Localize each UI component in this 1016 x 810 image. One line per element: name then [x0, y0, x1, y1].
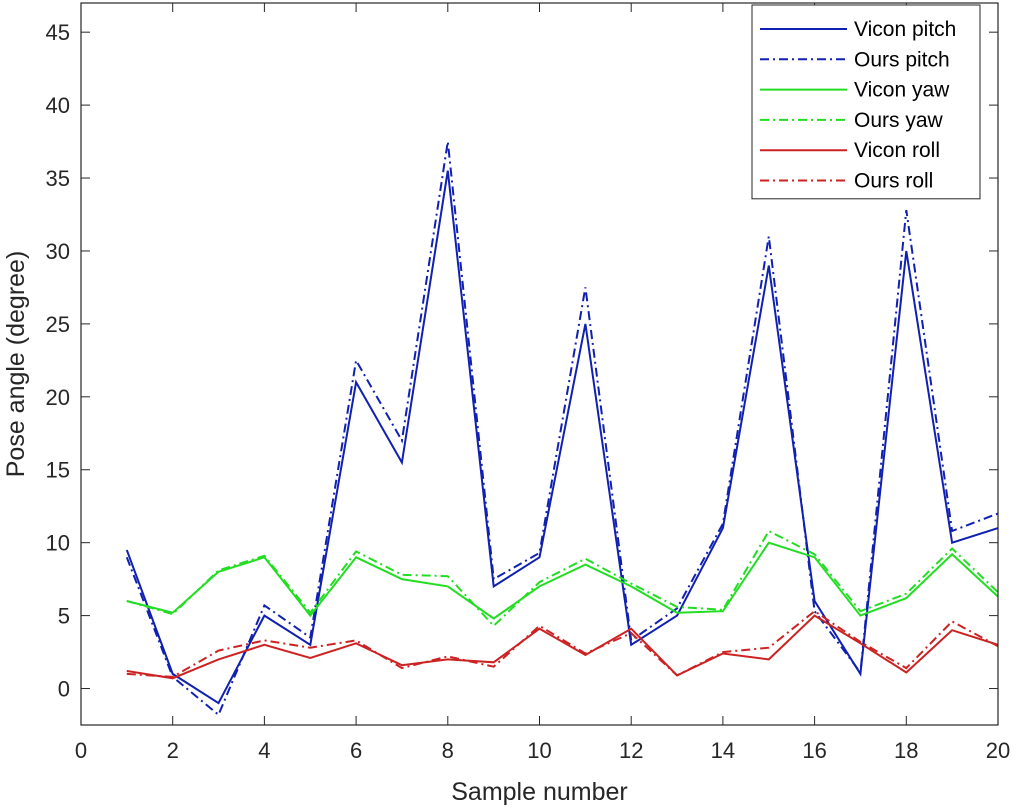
- series-line-ours-pitch: [125, 141, 998, 717]
- y-axis: 0 5 10 15 20 25 30 35 40 45: [46, 20, 998, 702]
- y-tick-label: 45: [46, 20, 70, 45]
- legend-label: Vicon pitch: [854, 18, 956, 41]
- x-tick-label: 16: [802, 738, 826, 763]
- series-line-ours-yaw: [126, 529, 998, 628]
- legend: Vicon pitch Ours pitch Vicon yaw Ours yaw Vi…: [751, 4, 981, 200]
- x-tick-label: 14: [711, 738, 735, 763]
- legend-label: Ours pitch: [854, 48, 950, 71]
- legend-box: [751, 4, 981, 200]
- y-tick-label: 15: [46, 458, 70, 483]
- series-layer: [125, 141, 998, 717]
- x-tick-label: 6: [350, 738, 362, 763]
- x-tick-label: 0: [75, 738, 87, 763]
- y-tick-label: 40: [46, 93, 70, 118]
- series-line-ours-roll: [126, 609, 998, 678]
- y-tick-label: 0: [58, 677, 70, 702]
- x-tick-label: 4: [258, 738, 270, 763]
- y-tick-label: 10: [46, 531, 70, 556]
- y-tick-label: 25: [46, 312, 70, 337]
- legend-label: Vicon roll: [854, 139, 940, 162]
- y-tick-label: 5: [58, 604, 70, 629]
- x-tick-label: 20: [986, 738, 1010, 763]
- y-axis-title: Pose angle (degree): [2, 251, 30, 478]
- x-tick-label: 10: [527, 738, 551, 763]
- series-line-vicon-roll: [126, 614, 998, 680]
- legend-label: Ours roll: [854, 170, 933, 193]
- legend-label: Vicon yaw: [854, 79, 950, 102]
- x-tick-label: 12: [619, 738, 643, 763]
- legend-label: Ours yaw: [854, 109, 944, 132]
- x-axis-title: Sample number: [451, 778, 627, 806]
- x-axis: 0 2 4 6 8 10 12 14 16 18 20: [75, 3, 1010, 763]
- x-tick-label: 8: [442, 738, 454, 763]
- y-tick-label: 20: [46, 385, 70, 410]
- y-tick-label: 35: [46, 166, 70, 191]
- x-tick-label: 2: [167, 738, 179, 763]
- x-tick-label: 18: [894, 738, 918, 763]
- series-line-vicon-yaw: [126, 541, 998, 620]
- y-tick-label: 30: [46, 239, 70, 264]
